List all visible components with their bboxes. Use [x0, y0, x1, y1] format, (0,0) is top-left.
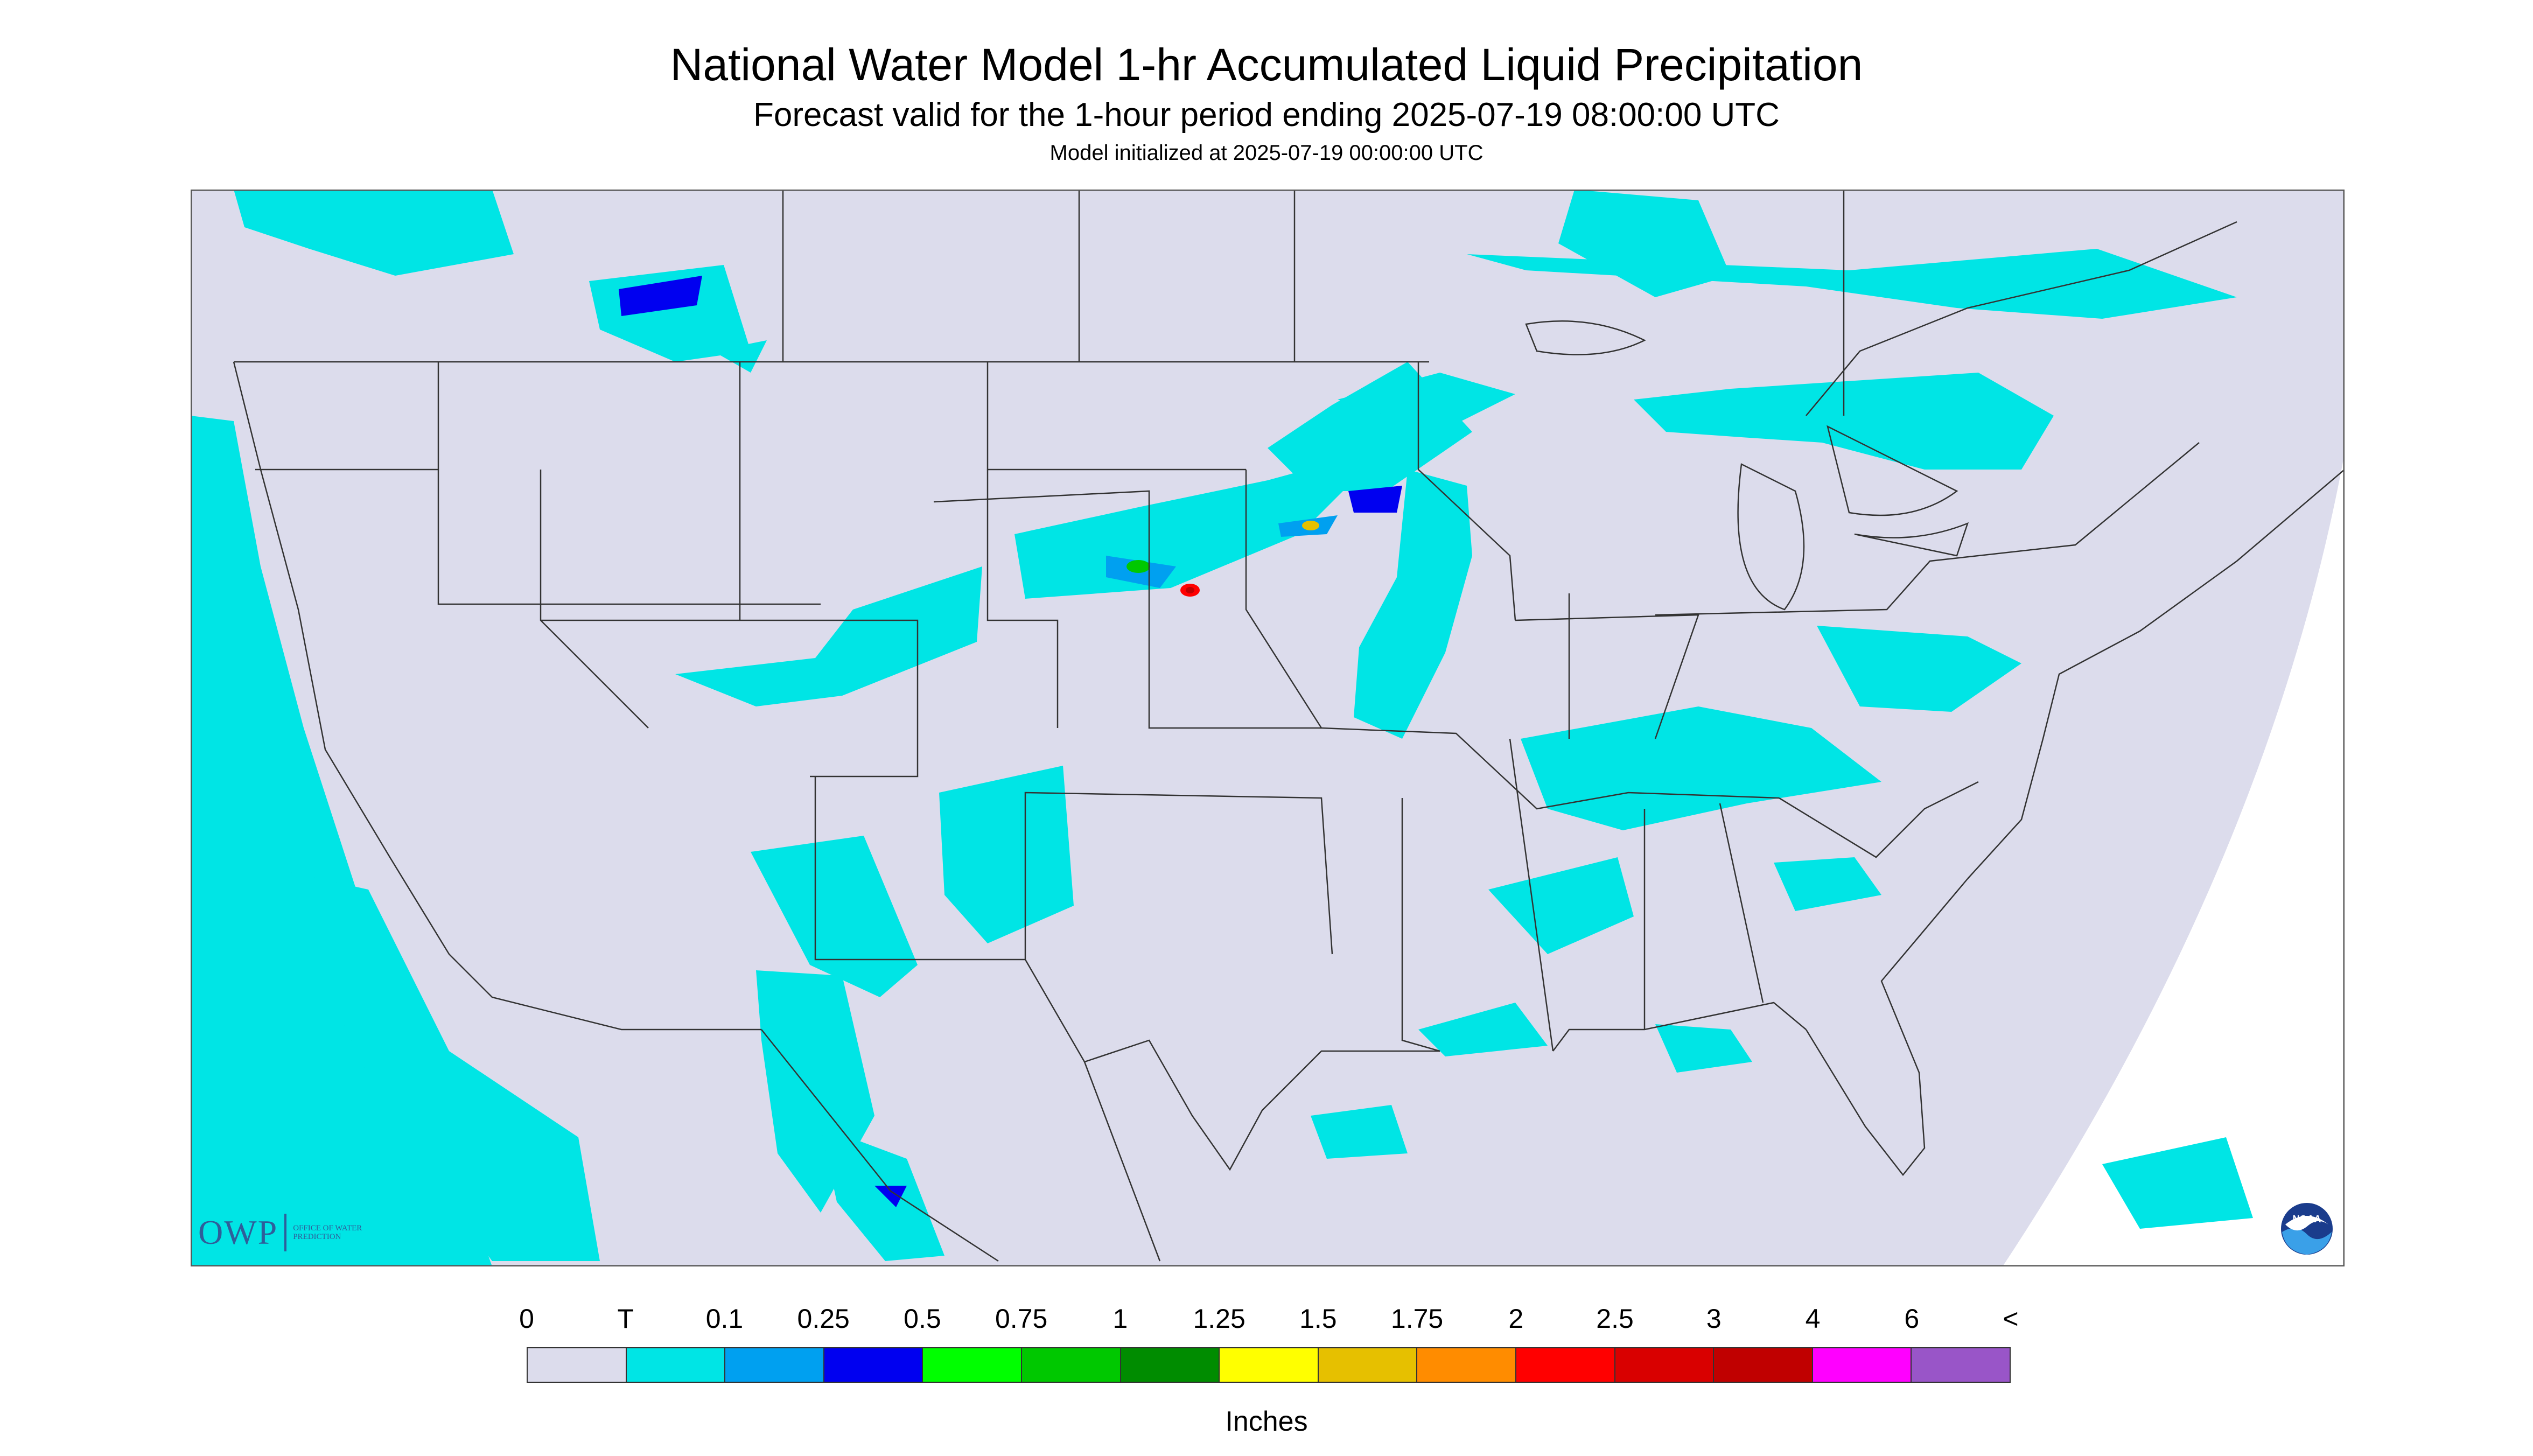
colorbar-tick-label: 4 [1805, 1304, 1821, 1334]
owp-logo-subtext: OFFICE OF WATER PREDICTION [293, 1224, 362, 1241]
colorbar-units: Inches [1225, 1406, 1308, 1437]
precip-heavy-areas [619, 276, 1402, 1207]
precipitation-map: OWP OFFICE OF WATER PREDICTION NOAA [191, 190, 2345, 1266]
colorbar-swatch [1813, 1348, 1912, 1382]
colorbar-tick-label: 0 [519, 1304, 534, 1334]
colorbar-swatch [923, 1348, 1022, 1382]
map-subtitle: Forecast valid for the 1-hour period end… [753, 96, 1780, 134]
boundary-lines [233, 190, 2345, 1262]
colorbar-swatch [1021, 1348, 1121, 1382]
colorbar-tick-label: T [617, 1304, 634, 1334]
colorbar-tick-label: 1.5 [1299, 1304, 1337, 1334]
colorbar-tick-label: 1 [1112, 1304, 1128, 1334]
owp-logo-divider [284, 1214, 287, 1251]
colorbar-tick-label: 0.75 [995, 1304, 1048, 1334]
colorbar-tick-label: 0.5 [904, 1304, 941, 1334]
colorbar-tick-label: 6 [1904, 1304, 1920, 1334]
map-canvas [191, 190, 2345, 1266]
colorbar-tick-label: 3 [1706, 1304, 1722, 1334]
outside-domain-right [2003, 453, 2345, 1266]
colorbar-swatch [1417, 1348, 1516, 1382]
colorbar-swatch [824, 1348, 923, 1382]
colorbar-labels: 0 T 0.1 0.25 0.5 0.75 1 1.25 1.5 1.75 2 2.5 3 4 6 < [0, 1303, 2533, 1341]
model-init-time: Model initialized at 2025-07-19 00:00:00… [1049, 141, 1484, 165]
colorbar-tick-label: 1.25 [1193, 1304, 1245, 1334]
noaa-logo: NOAA [2280, 1202, 2334, 1256]
colorbar-swatch [725, 1348, 824, 1382]
colorbar-swatch [1220, 1348, 1319, 1382]
map-title: National Water Model 1-hr Accumulated Li… [670, 39, 1863, 90]
owp-logo-text: OWP [198, 1213, 278, 1251]
noaa-emblem-icon: NOAA [2281, 1203, 2333, 1255]
colorbar-swatch [1615, 1348, 1715, 1382]
colorbar-tick-label: 2 [1508, 1304, 1524, 1334]
colorbar-tick-label: 0.1 [705, 1304, 744, 1334]
map-frame [191, 190, 2345, 1266]
colorbar-swatch [1714, 1348, 1813, 1382]
colorbar-swatch [528, 1348, 627, 1382]
colorbar-swatch [1516, 1348, 1615, 1382]
colorbar-swatch [626, 1348, 726, 1382]
colorbar-swatch [1318, 1348, 1418, 1382]
noaa-logo-text: NOAA [2293, 1214, 2321, 1224]
colorbar-swatch [1121, 1348, 1220, 1382]
colorbar-tick-label: 0.25 [797, 1304, 850, 1334]
colorbar-tick-label: 1.75 [1390, 1304, 1444, 1334]
colorbar [527, 1347, 2011, 1383]
colorbar-swatch [1912, 1348, 2010, 1382]
owp-logo: OWP OFFICE OF WATER PREDICTION [198, 1213, 368, 1252]
colorbar-tick-label: 2.5 [1596, 1304, 1634, 1334]
colorbar-tick-label: < [2003, 1304, 2019, 1334]
